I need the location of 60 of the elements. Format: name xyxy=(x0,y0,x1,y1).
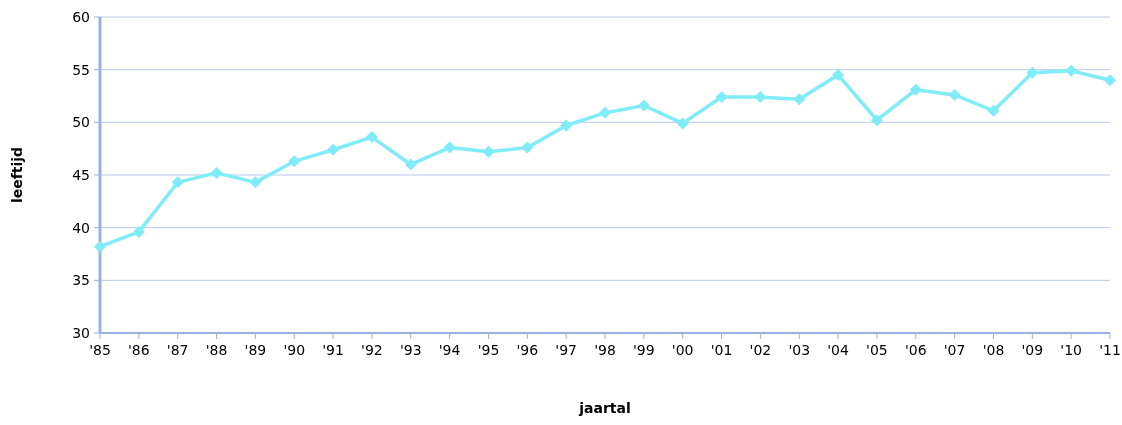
point xyxy=(404,158,417,171)
point xyxy=(676,117,689,130)
x-tick-label: '98 xyxy=(594,342,616,358)
point xyxy=(832,68,845,81)
point xyxy=(171,176,184,189)
x-tick-label: '04 xyxy=(827,342,849,358)
x-tick-label: '99 xyxy=(633,342,655,358)
x-tick-label: '94 xyxy=(438,342,461,358)
x-tick-label: '11 xyxy=(1099,342,1121,358)
x-tick-label: '06 xyxy=(904,342,927,358)
y-tick-label: 50 xyxy=(72,114,90,131)
x-tick-label: '01 xyxy=(710,342,733,358)
y-tick-label: 55 xyxy=(72,61,90,78)
point xyxy=(210,166,223,179)
point xyxy=(327,143,340,156)
point xyxy=(443,141,456,154)
x-tick-label: '97 xyxy=(555,342,577,358)
point xyxy=(249,176,262,189)
point xyxy=(365,131,378,144)
point xyxy=(948,88,961,101)
x-tick-label: '88 xyxy=(205,342,228,358)
point xyxy=(987,104,1000,117)
x-axis-title: jaartal xyxy=(578,400,631,416)
point xyxy=(560,119,573,132)
x-tick-label: '02 xyxy=(749,342,772,358)
point xyxy=(637,99,650,112)
x-tick-label: '96 xyxy=(516,342,539,358)
x-tick-label: '90 xyxy=(283,342,306,358)
y-tick-label: 35 xyxy=(72,272,90,289)
y-tick-label: 60 xyxy=(72,8,90,25)
x-tick-label: '85 xyxy=(89,342,111,358)
x-tick-label: '93 xyxy=(399,342,422,358)
point xyxy=(909,83,922,96)
y-tick-label: 40 xyxy=(72,219,90,236)
x-tick-label: '91 xyxy=(322,342,344,358)
x-tick-label: '95 xyxy=(477,342,500,358)
point xyxy=(1065,64,1078,77)
x-tick-label: '07 xyxy=(943,342,966,358)
x-tick-label: '89 xyxy=(244,342,267,358)
point xyxy=(288,155,301,168)
y-tick-label: 45 xyxy=(72,166,90,183)
x-tick-label: '08 xyxy=(982,342,1005,358)
x-tick-label: '05 xyxy=(866,342,888,358)
y-tick-label: 30 xyxy=(72,324,90,341)
x-tick-label: '09 xyxy=(1021,342,1044,358)
y-axis-title: leeftijd xyxy=(9,146,25,204)
point xyxy=(1104,74,1116,87)
x-tick-label: '86 xyxy=(128,342,150,358)
point xyxy=(521,141,534,154)
point xyxy=(132,225,145,238)
point xyxy=(599,106,611,119)
point xyxy=(94,240,106,253)
point xyxy=(793,93,806,106)
x-tick-label: '10 xyxy=(1060,342,1082,358)
point xyxy=(870,114,883,127)
x-tick-label: '00 xyxy=(671,342,694,358)
x-tick-label: '03 xyxy=(788,342,811,358)
point xyxy=(754,91,767,104)
x-tick-label: '87 xyxy=(166,342,189,358)
x-tick-label: '92 xyxy=(361,342,383,358)
